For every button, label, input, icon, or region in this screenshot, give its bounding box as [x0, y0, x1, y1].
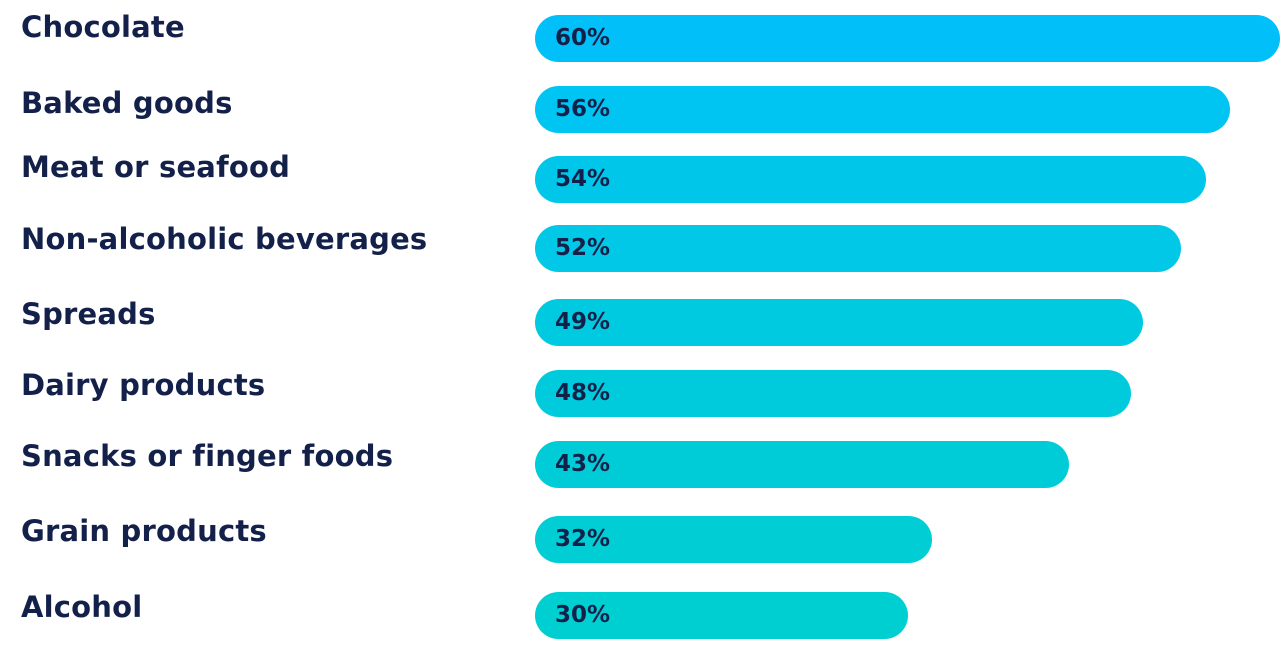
bar-row: Spreads 49%	[0, 0, 1280, 346]
bar	[535, 86, 1230, 133]
bar-row: Non-alcoholic beverages 52%	[0, 0, 1280, 272]
value-label: 54%	[555, 166, 611, 192]
category-label: Baked goods	[21, 86, 233, 120]
category-label: Dairy products	[21, 368, 266, 402]
bar-row: Chocolate 60%	[0, 0, 1280, 62]
bar	[535, 156, 1206, 203]
bar-row: Snacks or finger foods 43%	[0, 0, 1280, 488]
bar	[535, 225, 1181, 272]
category-label: Spreads	[21, 297, 156, 331]
category-label: Meat or seafood	[21, 150, 291, 184]
category-label: Non-alcoholic beverages	[21, 222, 428, 256]
category-label: Chocolate	[21, 10, 185, 44]
bar	[535, 15, 1280, 62]
value-label: 32%	[555, 526, 611, 552]
category-label: Grain products	[21, 514, 267, 548]
bar	[535, 592, 908, 639]
value-label: 30%	[555, 602, 611, 628]
bar-row: Baked goods 56%	[0, 0, 1280, 133]
bar	[535, 441, 1069, 488]
bar-row: Meat or seafood 54%	[0, 0, 1280, 203]
bar	[535, 299, 1143, 346]
bar	[535, 370, 1131, 417]
value-label: 48%	[555, 380, 611, 406]
category-label: Snacks or finger foods	[21, 439, 394, 473]
value-label: 49%	[555, 309, 611, 335]
value-label: 56%	[555, 96, 611, 122]
value-label: 60%	[555, 25, 611, 51]
value-label: 43%	[555, 451, 611, 477]
bar	[535, 516, 932, 563]
bar-row: Grain products 32%	[0, 0, 1280, 563]
bar-row: Dairy products 48%	[0, 0, 1280, 417]
value-label: 52%	[555, 235, 611, 261]
category-label: Alcohol	[21, 590, 143, 624]
